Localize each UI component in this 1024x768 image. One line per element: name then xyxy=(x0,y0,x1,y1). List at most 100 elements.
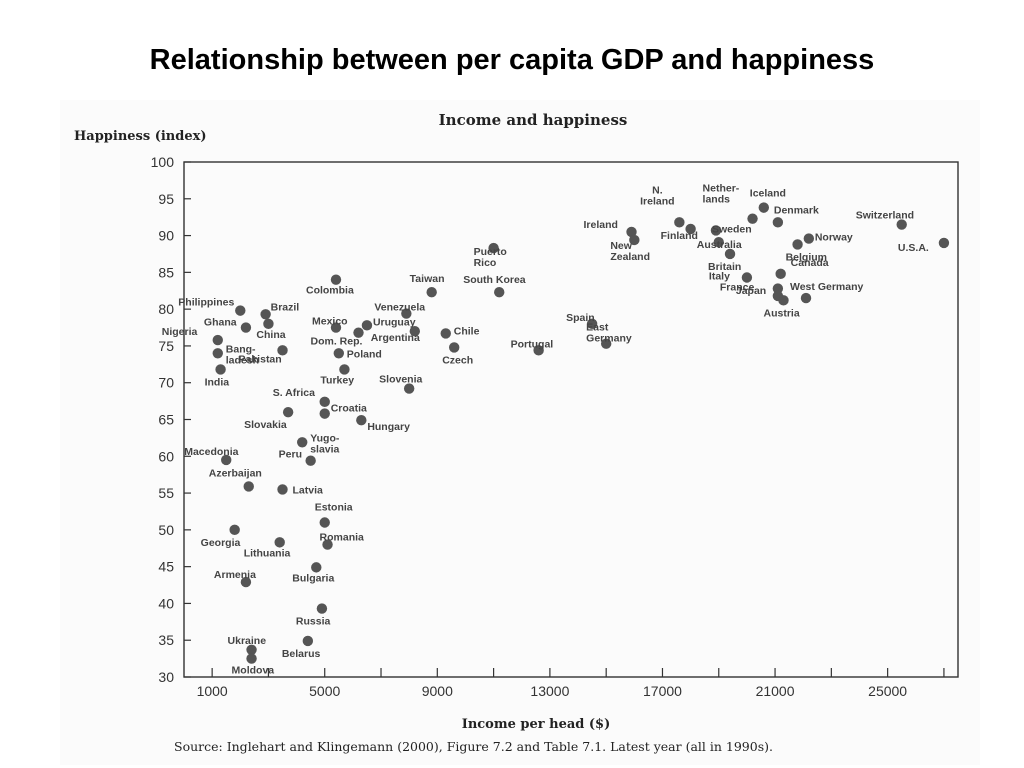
data-point-label: Romania xyxy=(320,532,365,544)
data-point-group: Nigeria xyxy=(162,326,223,346)
data-point-label: Poland xyxy=(347,348,382,360)
x-axis-title: Income per head ($) xyxy=(462,717,611,732)
data-point-group: Chile xyxy=(440,325,480,339)
y-tick-label: 40 xyxy=(158,595,174,611)
data-point xyxy=(235,305,246,316)
data-point-group: Peru xyxy=(279,449,316,466)
data-point-label: Hungary xyxy=(367,421,410,433)
data-point xyxy=(792,239,803,250)
data-point xyxy=(330,322,342,333)
data-point-group: Macedonia xyxy=(184,446,239,466)
data-point xyxy=(685,223,696,235)
y-tick-label: 50 xyxy=(158,522,174,538)
data-point-group: Britain xyxy=(708,248,741,273)
y-tick-label: 70 xyxy=(158,375,174,391)
data-point-group: Canada xyxy=(775,257,829,280)
data-point-label: Belarus xyxy=(282,648,321,660)
data-point xyxy=(319,517,330,528)
data-point-label: France xyxy=(720,282,755,294)
data-point xyxy=(800,292,812,304)
data-point-group: Slovenia xyxy=(379,374,423,394)
data-point xyxy=(215,364,226,375)
slide-title: Relationship between per capita GDP and … xyxy=(149,44,875,76)
data-point xyxy=(353,327,364,338)
data-point-label: India xyxy=(205,376,230,388)
data-point-group: Russia xyxy=(296,603,331,628)
data-point-label: Georgia xyxy=(201,537,241,549)
data-point xyxy=(229,524,240,536)
data-point xyxy=(772,283,784,294)
data-point xyxy=(747,213,758,224)
data-points: Iceland N. Ireland Nether-lands Denmark Switz… xyxy=(162,183,950,677)
data-point-group: Mexico xyxy=(312,316,348,333)
data-point-group: Norway xyxy=(803,232,853,244)
data-point-label: Iceland xyxy=(750,188,786,200)
data-point-group: Ukraine xyxy=(228,635,266,655)
data-point-group: N. Ireland xyxy=(640,184,685,228)
data-point xyxy=(297,437,308,448)
data-point-label: New Zealand xyxy=(610,240,650,263)
data-point-label: Ghana xyxy=(204,317,237,329)
data-point-group: Azerbaijan xyxy=(209,467,262,492)
data-point xyxy=(896,219,907,230)
data-point-group: Denmark xyxy=(772,204,819,228)
data-point xyxy=(319,396,330,408)
data-point xyxy=(302,635,314,647)
data-point-group: Taiwan xyxy=(410,273,444,298)
data-point-group: Nether-lands xyxy=(703,183,758,224)
data-point-group: Pakistan xyxy=(239,345,288,365)
data-point-label: Nether-lands xyxy=(703,183,740,206)
data-point xyxy=(277,345,288,356)
data-point-label: Macedonia xyxy=(184,446,238,458)
data-point-group: China xyxy=(256,318,286,341)
data-point-label: Turkey xyxy=(320,374,354,386)
data-point-group: Portugal xyxy=(511,338,553,356)
data-point xyxy=(629,234,640,246)
data-point xyxy=(426,287,437,298)
data-point xyxy=(305,455,316,466)
data-point-label: Slovakia xyxy=(244,419,287,431)
data-point-label: West Germany xyxy=(790,281,863,293)
data-point-group: France xyxy=(720,282,784,294)
data-point-group: Czech xyxy=(442,342,473,366)
data-point-group: Moldova xyxy=(232,653,275,677)
data-point-label: Uruguay xyxy=(373,316,416,328)
data-point-group: Austria xyxy=(763,295,800,319)
data-point-label: South Korea xyxy=(463,274,526,286)
data-point-label: Sweden xyxy=(712,223,752,235)
data-point-group: Colombia xyxy=(306,274,354,297)
income-happiness-chart: Income and happiness Happiness (index) I… xyxy=(74,111,959,732)
y-tick-label: 55 xyxy=(158,485,174,501)
data-point-group: Yugo-slavia xyxy=(297,432,340,455)
data-point-group: Iceland xyxy=(750,188,786,213)
data-point-group: Belarus xyxy=(282,635,321,660)
data-point-group: Georgia xyxy=(201,524,241,549)
data-point-label: Estonia xyxy=(315,502,353,514)
y-tick-label: 30 xyxy=(158,669,174,685)
data-point-label: Latvia xyxy=(293,484,324,496)
data-point xyxy=(674,217,685,228)
data-point-group: Latvia xyxy=(277,484,323,496)
y-tick-label: 75 xyxy=(158,338,174,354)
data-point xyxy=(212,334,223,346)
data-point xyxy=(319,408,330,419)
data-point xyxy=(246,644,257,655)
data-point-label: Australia xyxy=(697,239,742,251)
data-point xyxy=(311,562,322,573)
data-point-group: New Zealand xyxy=(610,234,650,263)
y-tick-label: 60 xyxy=(158,448,174,464)
data-point xyxy=(778,295,789,306)
data-point xyxy=(533,345,544,356)
data-point-group: Belgium xyxy=(786,239,827,263)
data-point xyxy=(260,309,271,320)
data-point xyxy=(339,364,350,375)
y-tick-label: 45 xyxy=(158,559,174,575)
data-point-label: Philippines xyxy=(178,297,234,309)
data-point-label: Moldova xyxy=(232,665,275,677)
y-tick-label: 35 xyxy=(158,632,174,648)
data-point xyxy=(494,287,505,298)
y-tick-label: 95 xyxy=(158,191,174,207)
data-point-group: South Korea xyxy=(463,274,526,298)
data-point-group: Italy xyxy=(709,271,753,283)
data-point-group: Bang-ladesh xyxy=(212,343,259,366)
